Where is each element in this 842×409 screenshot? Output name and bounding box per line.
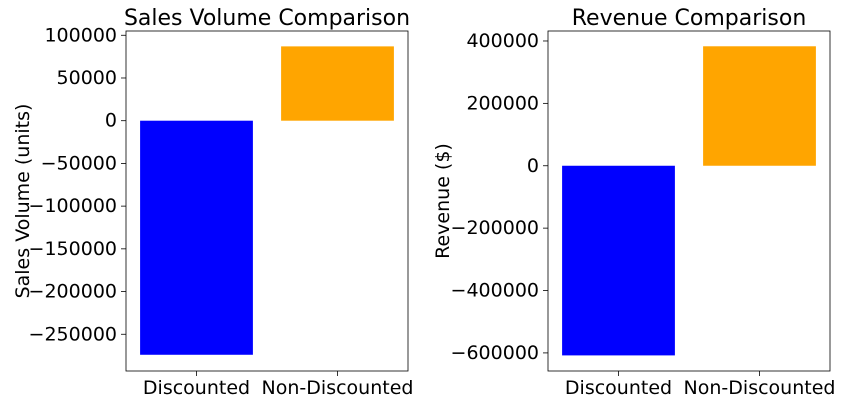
y-tick-label: 50000 <box>57 67 117 89</box>
plot-frame <box>125 30 409 372</box>
y-tick-label: 0 <box>527 155 539 177</box>
bar-discounted <box>562 165 675 356</box>
chart-title: Sales Volume Comparison <box>124 6 410 31</box>
x-tick-label: Non-Discounted <box>262 377 414 399</box>
y-axis-label: Revenue ($) <box>432 143 454 259</box>
y-axis-label: Sales Volume (units) <box>12 104 34 299</box>
y-tick-label: −200000 <box>29 281 117 303</box>
y-tick-label: −150000 <box>29 238 117 260</box>
bar-discounted <box>140 120 253 355</box>
plot-frame <box>547 30 831 372</box>
x-tick-label: Non-Discounted <box>684 377 836 399</box>
sales-volume-chart: 100000 50000 0 −50000 −100000 −150000 −200000 −… <box>12 6 413 399</box>
bar-non-discounted <box>703 46 816 166</box>
y-tick-label: 400000 <box>466 30 539 52</box>
chart-title: Revenue Comparison <box>572 6 807 31</box>
y-tick-label: −100000 <box>29 195 117 217</box>
y-tick-label: −200000 <box>451 217 539 239</box>
x-tick-label: Discounted <box>143 377 250 399</box>
y-tick-label: −50000 <box>41 152 117 174</box>
bar-non-discounted <box>281 46 394 121</box>
revenue-chart: 400000 200000 0 −200000 −400000 −600000 Discou… <box>432 6 835 399</box>
y-tick-label: 100000 <box>44 24 117 46</box>
y-tick-label: 0 <box>105 110 117 132</box>
y-tick-label: −250000 <box>29 323 117 345</box>
y-tick-label: −400000 <box>451 280 539 302</box>
x-tick-label: Discounted <box>565 377 672 399</box>
y-tick-label: −600000 <box>451 342 539 364</box>
y-tick-label: 200000 <box>466 92 539 114</box>
